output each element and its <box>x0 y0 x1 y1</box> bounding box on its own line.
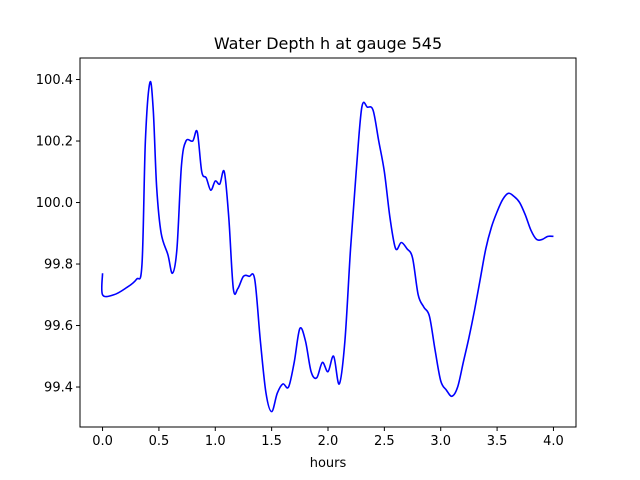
chart-title: Water Depth h at gauge 545 <box>214 34 442 53</box>
y-tick-label: 100.2 <box>36 135 73 150</box>
x-tick-label: 1.5 <box>261 434 282 449</box>
x-tick-label: 0.0 <box>92 434 113 449</box>
y-tick-label: 99.4 <box>44 381 73 396</box>
plot-series-group <box>100 80 554 413</box>
x-axis-label: hours <box>310 456 347 471</box>
x-tick-label: 2.0 <box>318 434 339 449</box>
x-tick-label: 2.5 <box>374 434 395 449</box>
x-tick-label: 0.5 <box>149 434 170 449</box>
y-axis-ticks: 99.4 99.6 99.8 100.0 100.2 100.4 <box>36 73 80 396</box>
y-tick-label: 99.6 <box>44 319 73 334</box>
y-tick-label: 100.0 <box>36 196 73 211</box>
x-tick-label: 4.0 <box>543 434 564 449</box>
x-tick-label: 3.5 <box>487 434 508 449</box>
x-tick-label: 1.0 <box>205 434 226 449</box>
series-line <box>100 80 554 413</box>
y-tick-label: 99.8 <box>44 258 73 273</box>
x-axis-ticks: 0.0 0.5 1.0 1.5 2.0 2.5 3.0 3.5 4.0 <box>92 427 564 449</box>
x-tick-label: 3.0 <box>430 434 451 449</box>
plot-frame <box>79 57 577 428</box>
y-tick-label: 100.4 <box>36 73 73 88</box>
